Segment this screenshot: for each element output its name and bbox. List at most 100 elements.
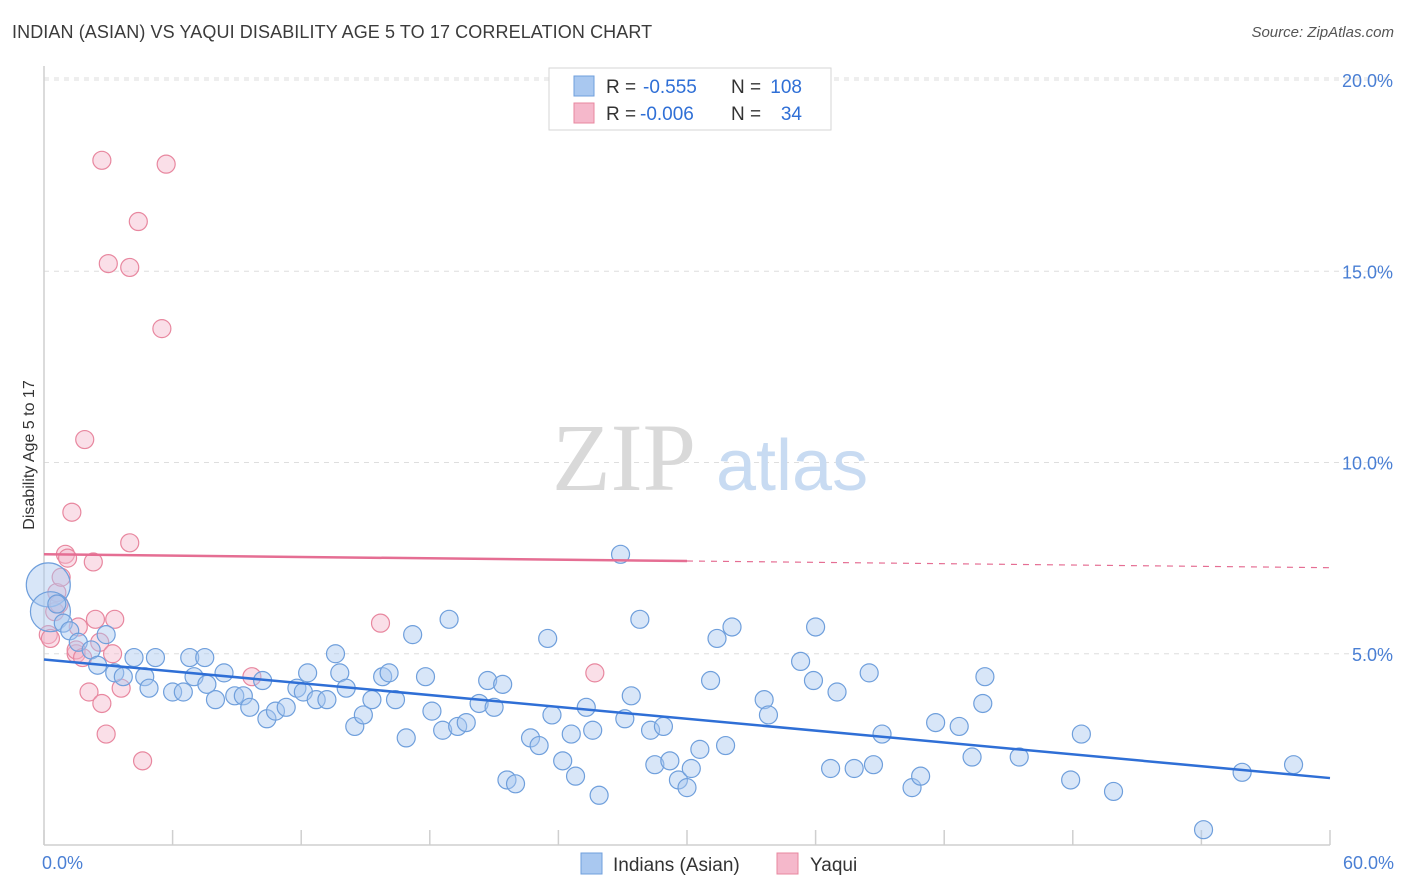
- indians-point-28: [265, 701, 286, 721]
- indians-point-87: [803, 670, 824, 691]
- x-tick-labels: 0.0% 60.0%: [42, 853, 1394, 873]
- trend-line-indians: [43, 658, 1331, 780]
- yaqui-point-14: [79, 682, 99, 702]
- yaqui-point-13: [75, 429, 95, 450]
- indians-point-66: [583, 720, 603, 740]
- y-axis-label: Disability Age 5 to 17: [21, 380, 38, 530]
- indians-point-75: [660, 751, 680, 771]
- yaqui-point-21: [98, 254, 118, 274]
- indians-point-7: [96, 625, 116, 645]
- indians-point-42: [379, 663, 399, 683]
- indians-point-68: [610, 544, 631, 564]
- indians-point-59: [529, 735, 549, 756]
- trend-line-yaqui-extension: [686, 560, 1331, 569]
- bottom-legend-label-yaqui: Yaqui: [810, 855, 857, 876]
- yaqui-point-16: [85, 609, 106, 629]
- legend-frame: [548, 67, 832, 131]
- yaqui-point-22: [102, 644, 123, 664]
- indians-point-108: [1283, 755, 1304, 775]
- indians-point-82: [715, 735, 736, 756]
- indians-point-92: [859, 663, 879, 683]
- indians-point-22: [214, 663, 234, 683]
- indians-point-97: [926, 712, 946, 733]
- trend-lines: [43, 553, 1331, 780]
- indians-point-47: [422, 701, 442, 721]
- indians-point-15: [163, 682, 183, 702]
- indians-point-103: [1061, 770, 1081, 790]
- indians-point-1: [29, 591, 72, 633]
- legend-n-value-1: 108: [770, 77, 802, 98]
- indians-point-35: [325, 644, 346, 664]
- indians-point-78: [681, 758, 701, 779]
- indians-point-19: [195, 647, 215, 668]
- indians-point-55: [493, 674, 513, 694]
- yaqui-point-30: [156, 154, 176, 174]
- yaqui-point-33: [585, 663, 605, 683]
- series-indians-asian: [25, 544, 1304, 840]
- y-tick-label-1: 10.0%: [1342, 454, 1393, 474]
- indians-point-93: [863, 755, 884, 775]
- y-tick-labels: 5.0% 10.0% 15.0% 20.0%: [1342, 71, 1393, 665]
- indians-point-65: [576, 697, 596, 717]
- indians-point-13: [139, 678, 159, 698]
- yaqui-point-20: [96, 724, 116, 744]
- watermark-zip: ZIP: [552, 404, 696, 511]
- yaqui-point-1: [40, 628, 61, 649]
- indians-point-48: [433, 720, 453, 740]
- indians-point-84: [754, 690, 774, 710]
- yaqui-point-23: [105, 609, 125, 629]
- legend-box: R = -0.555 N = 108 R = -0.006 N = 34: [548, 67, 832, 131]
- indians-point-3: [53, 613, 73, 633]
- indians-point-32: [298, 663, 318, 683]
- indians-point-98: [949, 716, 969, 737]
- legend-swatch-pink: [573, 102, 595, 124]
- indians-point-86: [790, 651, 811, 672]
- legend-r-value-2: -0.006: [640, 104, 694, 125]
- indians-point-79: [690, 739, 710, 759]
- indians-point-51: [456, 712, 476, 733]
- indians-point-70: [621, 686, 641, 706]
- indians-point-24: [233, 686, 253, 706]
- indians-point-71: [630, 609, 650, 629]
- legend-r-label-1: R =: [606, 77, 636, 98]
- indians-point-83: [722, 617, 742, 637]
- bottom-legend: Indians (Asian) Yaqui: [580, 852, 857, 876]
- indians-point-10: [113, 667, 133, 687]
- bottom-legend-swatch-yaqui: [776, 852, 799, 875]
- indians-point-11: [124, 647, 144, 668]
- legend-r-label-2: R =: [606, 104, 636, 125]
- x-tick-label-min: 0.0%: [42, 853, 83, 873]
- indians-point-85: [758, 705, 779, 725]
- y-tick-label-3: 20.0%: [1342, 71, 1393, 91]
- yaqui-point-18: [92, 150, 112, 170]
- indians-point-67: [589, 785, 609, 805]
- grid-lines: [44, 77, 1394, 655]
- yaqui-point-32: [370, 613, 391, 633]
- legend-n-label-2: N =: [731, 104, 761, 125]
- indians-point-80: [700, 670, 721, 691]
- indians-point-74: [653, 716, 674, 737]
- legend-n-label-1: N =: [731, 77, 761, 98]
- indians-point-101: [975, 667, 995, 687]
- indians-point-2: [47, 594, 67, 614]
- indians-point-45: [403, 625, 423, 645]
- yaqui-point-27: [128, 211, 148, 232]
- yaqui-point-19: [92, 693, 112, 714]
- watermark: ZIP atlas: [552, 404, 868, 511]
- yaqui-point-15: [83, 552, 103, 572]
- indians-point-40: [362, 690, 382, 710]
- bottom-legend-label-indians: Indians (Asian): [613, 855, 740, 876]
- indians-point-34: [317, 690, 337, 710]
- indians-point-96: [911, 766, 931, 786]
- indians-point-44: [396, 728, 416, 748]
- indians-point-60: [538, 628, 558, 649]
- yaqui-point-25: [120, 257, 140, 278]
- indians-point-49: [439, 609, 459, 629]
- y-tick-label-0: 5.0%: [1352, 645, 1393, 665]
- bottom-legend-swatch-indians: [580, 852, 603, 875]
- x-tick-label-max: 60.0%: [1343, 853, 1394, 873]
- indians-point-16: [173, 682, 193, 702]
- indians-point-107: [1232, 762, 1252, 782]
- indians-point-72: [640, 720, 661, 740]
